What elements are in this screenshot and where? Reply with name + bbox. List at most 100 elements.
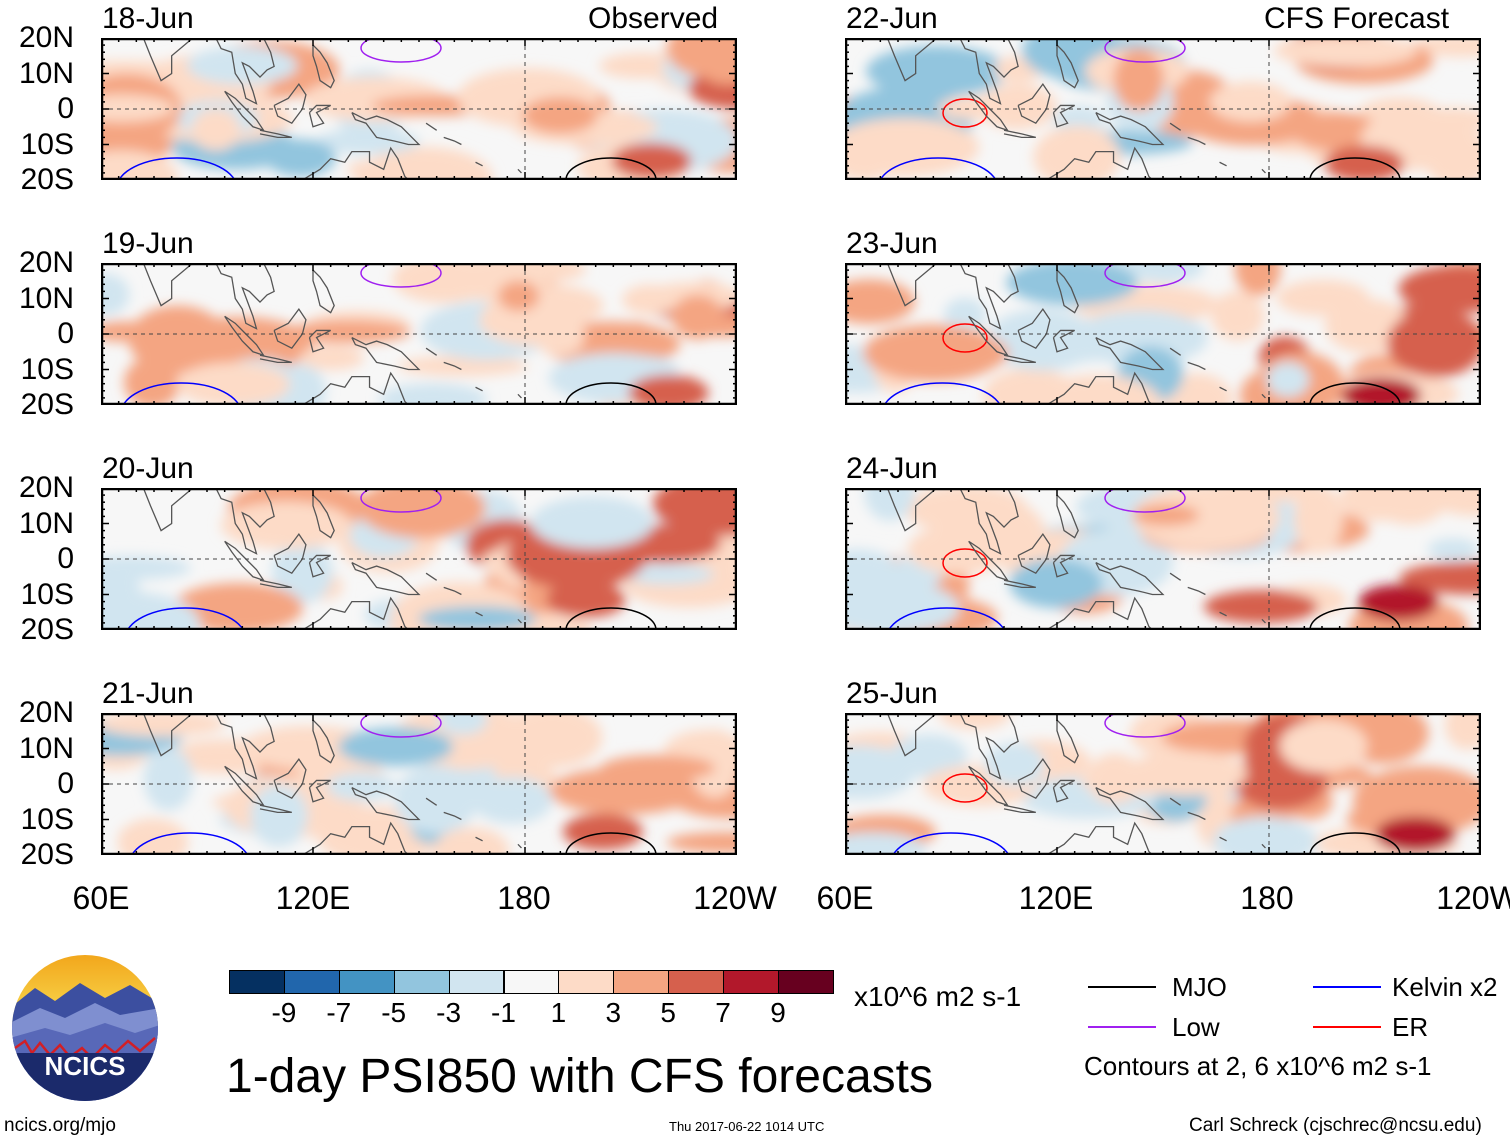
lat-label: 10S xyxy=(20,577,74,611)
colorbar-label: 5 xyxy=(660,997,676,1028)
anomaly-region xyxy=(172,582,304,630)
coastline xyxy=(886,38,1019,105)
contour-line xyxy=(360,38,442,63)
lon-label-180-left: 180 xyxy=(497,880,551,916)
coastline xyxy=(425,347,438,356)
anomaly-region xyxy=(1292,112,1382,152)
coastline xyxy=(475,611,483,617)
anomaly-region xyxy=(666,831,737,853)
lat-label: 10N xyxy=(18,506,74,540)
colorbar-label: -5 xyxy=(381,997,407,1028)
footer-url[interactable]: ncics.org/mjo xyxy=(4,1115,116,1136)
anomaly-region xyxy=(176,362,290,405)
legend-kelvin-line xyxy=(1313,986,1381,988)
anomaly-region xyxy=(1444,713,1481,750)
anomaly-region xyxy=(1126,263,1205,283)
anomaly-core xyxy=(611,142,692,179)
panel-date: 20-Jun xyxy=(102,452,194,485)
coastline xyxy=(1219,836,1227,842)
legend-er-label: ER xyxy=(1392,1012,1429,1042)
contour-line xyxy=(565,832,657,855)
coastline xyxy=(1052,104,1075,128)
anomaly-region xyxy=(432,827,510,855)
coastline xyxy=(1219,161,1227,167)
psi850-anomaly-map xyxy=(101,488,737,630)
coastline xyxy=(517,843,522,849)
anomaly-region xyxy=(378,383,488,405)
anomaly-region xyxy=(1427,538,1479,561)
contour-line xyxy=(565,157,657,180)
anomaly-region xyxy=(1132,504,1200,526)
lon-label-180-right: 180 xyxy=(1240,880,1294,916)
lon-label-120w-left: 120W xyxy=(693,880,777,916)
lon-label-120e-right: 120E xyxy=(1018,880,1094,916)
map-panel xyxy=(101,263,737,405)
anomaly-region xyxy=(393,765,479,834)
contour-line xyxy=(126,607,245,630)
anomaly-region xyxy=(1132,488,1280,550)
contour-line xyxy=(942,548,988,578)
lat-label: 10S xyxy=(20,127,74,161)
coastline xyxy=(1056,269,1079,314)
coastline xyxy=(1003,354,1036,364)
anomaly-region xyxy=(128,305,228,374)
anomaly-region xyxy=(845,581,960,630)
colorbar-swatch xyxy=(503,970,560,994)
map-frame xyxy=(101,263,737,405)
coastline xyxy=(443,586,462,596)
coastline xyxy=(1052,329,1075,353)
anomaly-region xyxy=(1398,265,1481,313)
anomaly-region xyxy=(1009,558,1103,609)
coastline xyxy=(1261,618,1266,624)
anomaly-region xyxy=(938,713,1012,730)
coastline xyxy=(351,561,421,596)
anomaly-region xyxy=(866,45,1009,97)
coastline xyxy=(259,804,292,814)
anomaly-region xyxy=(984,742,1045,786)
psi850-anomaly-map xyxy=(101,263,737,405)
anomaly-region xyxy=(1266,361,1310,398)
colorbar-swatch xyxy=(393,970,450,994)
lat-label: 20S xyxy=(20,838,74,871)
contour-line xyxy=(565,382,657,405)
psi850-anomaly-map xyxy=(845,488,1481,630)
contour-line xyxy=(1104,38,1186,63)
coastline xyxy=(443,361,462,371)
map-panel xyxy=(101,38,737,180)
anomaly-region xyxy=(1399,561,1481,595)
observed-label: Observed xyxy=(588,2,719,35)
coastline xyxy=(308,104,331,128)
colorbar-swatch xyxy=(613,970,670,994)
colorbar-units: x10^6 m2 s-1 xyxy=(854,981,1022,1012)
lat-label: 0 xyxy=(57,542,74,575)
lat-label: 10N xyxy=(18,56,74,90)
coastline xyxy=(443,811,462,821)
panel-date: 25-Jun xyxy=(846,677,938,710)
coastline xyxy=(1052,779,1075,803)
coastline xyxy=(1095,111,1165,146)
anomaly-region xyxy=(287,320,411,344)
anomaly-region xyxy=(621,563,714,585)
anomaly-region xyxy=(117,818,189,855)
panel-date: 22-Jun xyxy=(846,2,938,35)
coastline xyxy=(259,354,292,364)
anomaly-region xyxy=(501,713,603,768)
map-frame xyxy=(101,38,737,180)
map-panel xyxy=(101,488,737,630)
psi850-anomaly-map xyxy=(845,713,1481,855)
coastline xyxy=(273,533,307,575)
coastline xyxy=(1095,336,1165,371)
coastline xyxy=(968,765,1010,807)
coastline xyxy=(1095,786,1165,821)
psi850-anomaly-map xyxy=(845,38,1481,180)
colorbar-label: -1 xyxy=(491,997,516,1028)
anomaly-region xyxy=(471,776,553,824)
coastline xyxy=(1017,758,1051,800)
coastline xyxy=(308,554,331,578)
coastline xyxy=(308,329,331,353)
contour-line xyxy=(131,832,249,855)
contour-line xyxy=(942,323,988,353)
coastline xyxy=(351,786,421,821)
coastline xyxy=(1045,371,1154,405)
anomaly-region xyxy=(300,345,365,371)
